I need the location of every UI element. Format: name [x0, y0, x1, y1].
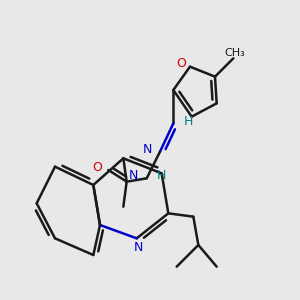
Text: N: N	[129, 169, 138, 182]
Text: O: O	[92, 161, 102, 174]
Text: N: N	[142, 143, 152, 157]
Text: CH₃: CH₃	[225, 48, 245, 58]
Text: N: N	[134, 241, 143, 254]
Text: H: H	[157, 169, 166, 182]
Text: O: O	[177, 58, 187, 70]
Text: H: H	[184, 115, 193, 128]
